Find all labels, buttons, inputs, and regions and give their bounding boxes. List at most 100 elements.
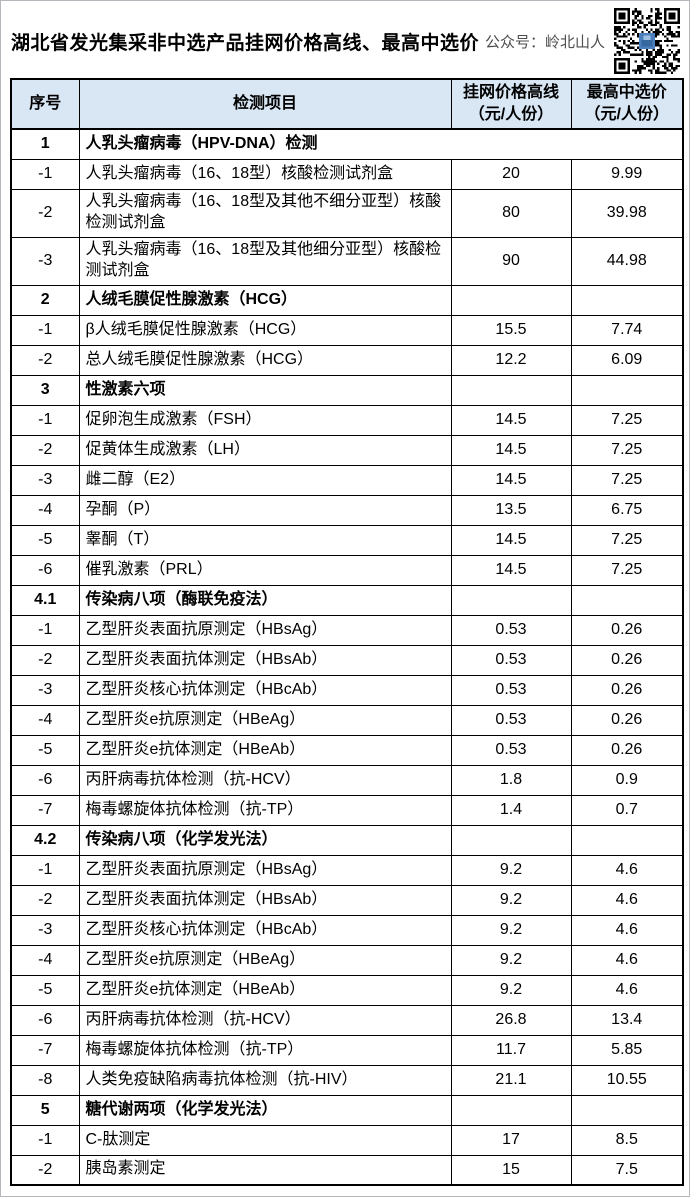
row-serial-number: -8 xyxy=(10,1064,80,1096)
test-item-name: 梅毒螺旋体抗体检测（抗-TP） xyxy=(78,1034,452,1066)
listed-price-high-line-value: 1.8 xyxy=(450,764,572,796)
listed-price-high-line-value: 90 xyxy=(450,236,572,286)
row-serial-number: -6 xyxy=(10,554,80,586)
section-row: 4.2 传染病八项（化学发光法） xyxy=(10,824,684,856)
table-row: -5 乙型肝炎e抗体测定（HBeAb） 0.53 0.26 xyxy=(10,734,684,766)
test-item-name: 睾酮（T） xyxy=(78,524,452,556)
listed-price-high-line-value: 0.53 xyxy=(450,734,572,766)
header-max-selected-line2: （元/人份） xyxy=(584,106,669,123)
table-row: -2 促黄体生成激素（LH） 14.5 7.25 xyxy=(10,434,684,466)
section-title: 糖代谢两项（化学发光法） xyxy=(78,1094,452,1126)
section-row: 5 糖代谢两项（化学发光法） xyxy=(10,1094,684,1126)
listed-price-high-line-value: 13.5 xyxy=(450,494,572,526)
max-selected-price-value xyxy=(570,284,684,316)
section-row: 3 性激素六项 xyxy=(10,374,684,406)
listed-price-high-line-value: 26.8 xyxy=(450,1004,572,1036)
test-item-name: 促黄体生成激素（LH） xyxy=(78,434,452,466)
max-selected-price-value: 10.55 xyxy=(570,1064,684,1096)
listed-price-high-line-value: 21.1 xyxy=(450,1064,572,1096)
row-serial-number: -1 xyxy=(10,158,80,190)
row-serial-number: 3 xyxy=(10,374,80,406)
max-selected-price-value: 7.5 xyxy=(570,1154,684,1186)
table-row: -8 人类免疫缺陷病毒抗体检测（抗-HIV） 21.1 10.55 xyxy=(10,1064,684,1096)
listed-price-high-line-value: 9.2 xyxy=(450,974,572,1006)
test-item-name: 乙型肝炎表面抗原测定（HBsAg） xyxy=(78,614,452,646)
test-item-name: 人乳头瘤病毒（16、18型及其他不细分亚型）核酸检测试剂盒 xyxy=(78,188,452,238)
listed-price-high-line-value: 0.53 xyxy=(450,704,572,736)
row-serial-number: -4 xyxy=(10,494,80,526)
row-serial-number: -1 xyxy=(10,854,80,886)
table-row: -1 乙型肝炎表面抗原测定（HBsAg） 9.2 4.6 xyxy=(10,854,684,886)
max-selected-price-value: 4.6 xyxy=(570,854,684,886)
max-selected-price-value: 7.25 xyxy=(570,464,684,496)
section-title: 人乳头瘤病毒（HPV-DNA）检测 xyxy=(78,128,684,160)
table-row: -4 孕酮（P） 13.5 6.75 xyxy=(10,494,684,526)
header-test-item: 检测项目 xyxy=(78,78,452,130)
row-serial-number: -7 xyxy=(10,1034,80,1066)
row-serial-number: -4 xyxy=(10,944,80,976)
row-serial-number: 2 xyxy=(10,284,80,316)
listed-price-high-line-value: 0.53 xyxy=(450,614,572,646)
test-item-name: 人类免疫缺陷病毒抗体检测（抗-HIV） xyxy=(78,1064,452,1096)
table-row: -7 梅毒螺旋体抗体检测（抗-TP） 11.7 5.85 xyxy=(10,1034,684,1066)
row-serial-number: 4.1 xyxy=(10,584,80,616)
row-serial-number: -6 xyxy=(10,764,80,796)
table-header: 序号 检测项目 挂网价格高线 （元/人份） 最高中选价 （元/人份） xyxy=(10,78,684,130)
table-row: -3 乙型肝炎核心抗体测定（HBcAb） 0.53 0.26 xyxy=(10,674,684,706)
row-serial-number: -3 xyxy=(10,914,80,946)
row-serial-number: -5 xyxy=(10,524,80,556)
listed-price-high-line-value: 11.7 xyxy=(450,1034,572,1066)
max-selected-price-value xyxy=(570,1094,684,1126)
row-serial-number: -5 xyxy=(10,974,80,1006)
row-serial-number: -5 xyxy=(10,734,80,766)
row-serial-number: -2 xyxy=(10,344,80,376)
row-serial-number: 4.2 xyxy=(10,824,80,856)
section-title: 传染病八项（化学发光法） xyxy=(78,824,452,856)
test-item-name: 总人绒毛膜促性腺激素（HCG） xyxy=(78,344,452,376)
max-selected-price-value: 4.6 xyxy=(570,974,684,1006)
listed-price-high-line-value: 14.5 xyxy=(450,524,572,556)
listed-price-high-line-value: 17 xyxy=(450,1124,572,1156)
row-serial-number: -2 xyxy=(10,434,80,466)
qr-code xyxy=(614,8,680,74)
table-row: -3 乙型肝炎核心抗体测定（HBcAb） 9.2 4.6 xyxy=(10,914,684,946)
test-item-name: 孕酮（P） xyxy=(78,494,452,526)
listed-price-high-line-value xyxy=(450,284,572,316)
listed-price-high-line-value: 14.5 xyxy=(450,464,572,496)
test-item-name: 人乳头瘤病毒（16、18型）核酸检测试剂盒 xyxy=(78,158,452,190)
row-serial-number: -1 xyxy=(10,404,80,436)
table-row: -1 乙型肝炎表面抗原测定（HBsAg） 0.53 0.26 xyxy=(10,614,684,646)
listed-price-high-line-value: 1.4 xyxy=(450,794,572,826)
table-row: -5 睾酮（T） 14.5 7.25 xyxy=(10,524,684,556)
max-selected-price-value: 7.25 xyxy=(570,524,684,556)
listed-price-high-line-value: 80 xyxy=(450,188,572,238)
listed-price-high-line-value: 14.5 xyxy=(450,434,572,466)
max-selected-price-value: 7.25 xyxy=(570,434,684,466)
listed-price-high-line-value: 20 xyxy=(450,158,572,190)
test-item-name: 雌二醇（E2） xyxy=(78,464,452,496)
table-row: -2 乙型肝炎表面抗体测定（HBsAb） 9.2 4.6 xyxy=(10,884,684,916)
page-title: 湖北省发光集采非中选产品挂网价格高线、最高中选价 xyxy=(11,32,480,54)
listed-price-high-line-value xyxy=(450,824,572,856)
test-item-name: 丙肝病毒抗体检测（抗-HCV） xyxy=(78,1004,452,1036)
test-item-name: 乙型肝炎e抗体测定（HBeAb） xyxy=(78,974,452,1006)
listed-price-high-line-value xyxy=(450,374,572,406)
max-selected-price-value: 44.98 xyxy=(570,236,684,286)
max-selected-price-value: 13.4 xyxy=(570,1004,684,1036)
table-row: -4 乙型肝炎e抗原测定（HBeAg） 0.53 0.26 xyxy=(10,704,684,736)
row-serial-number: 1 xyxy=(10,128,80,160)
table-row: -2 人乳头瘤病毒（16、18型及其他不细分亚型）核酸检测试剂盒 80 39.98 xyxy=(10,188,684,238)
test-item-name: 乙型肝炎e抗原测定（HBeAg） xyxy=(78,944,452,976)
table-row: -2 总人绒毛膜促性腺激素（HCG） 12.2 6.09 xyxy=(10,344,684,376)
max-selected-price-value: 0.9 xyxy=(570,764,684,796)
max-selected-price-value: 0.7 xyxy=(570,794,684,826)
header-max-selected-line1: 最高中选价 xyxy=(586,84,667,102)
header-max-selected-price: 最高中选价 （元/人份） xyxy=(570,78,684,130)
max-selected-price-value: 7.25 xyxy=(570,404,684,436)
table-row: -6 丙肝病毒抗体检测（抗-HCV） 1.8 0.9 xyxy=(10,764,684,796)
table-row: -7 梅毒螺旋体抗体检测（抗-TP） 1.4 0.7 xyxy=(10,794,684,826)
section-row: 1 人乳头瘤病毒（HPV-DNA）检测 xyxy=(10,128,684,160)
test-item-name: 乙型肝炎e抗原测定（HBeAg） xyxy=(78,704,452,736)
test-item-name: C-肽测定 xyxy=(78,1124,452,1156)
max-selected-price-value: 9.99 xyxy=(570,158,684,190)
